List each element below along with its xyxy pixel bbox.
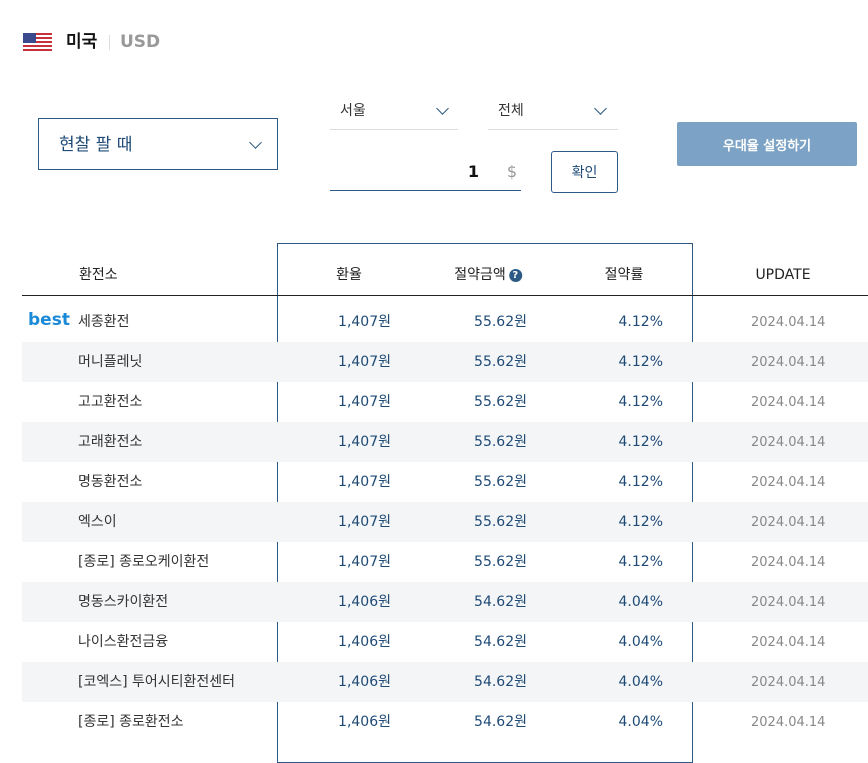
exchange-rate: 1,407원	[338, 514, 391, 530]
exchange-rate: 1,407원	[338, 354, 391, 370]
update-date: 2024.04.14	[751, 555, 826, 570]
exchange-name: 엑스이	[78, 514, 117, 530]
table-row[interactable]: [코엑스] 투어시티환전센터 1,406원 54.62원 4.04% 2024.…	[22, 662, 868, 702]
saving-amount: 54.62원	[474, 714, 527, 730]
saving-amount: 55.62원	[474, 434, 527, 450]
update-date: 2024.04.14	[751, 515, 826, 530]
filter-select[interactable]: 전체	[488, 98, 618, 130]
country-name: 미국	[66, 32, 98, 52]
saving-rate: 4.04%	[618, 594, 663, 610]
saving-amount: 54.62원	[474, 594, 527, 610]
help-icon[interactable]: ?	[508, 269, 522, 282]
exchange-rate: 1,407원	[338, 394, 391, 410]
saving-rate: 4.12%	[618, 474, 663, 490]
region-value: 서울	[340, 103, 366, 119]
table-row[interactable]: 머니플레닛 1,407원 55.62원 4.12% 2024.04.14	[22, 342, 868, 382]
table-row[interactable]: 명동스카이환전 1,406원 54.62원 4.04% 2024.04.14	[22, 582, 868, 622]
exchange-rate: 1,406원	[338, 674, 391, 690]
exchange-name: 명동스카이환전	[78, 594, 169, 610]
exchange-rate: 1,406원	[338, 714, 391, 730]
exchange-name: 명동환전소	[78, 474, 143, 490]
update-date: 2024.04.14	[751, 715, 826, 730]
amount-input[interactable]: 1 $	[330, 155, 521, 191]
saving-amount: 55.62원	[474, 354, 527, 370]
update-date: 2024.04.14	[751, 395, 826, 410]
amount-value: 1	[467, 162, 479, 181]
table-row[interactable]: 고래환전소 1,407원 55.62원 4.12% 2024.04.14	[22, 422, 868, 462]
exchange-rate: 1,407원	[338, 314, 391, 330]
exchange-name: [종로] 종로환전소	[78, 714, 184, 730]
update-date: 2024.04.14	[751, 675, 826, 690]
update-date: 2024.04.14	[751, 435, 826, 450]
column-header-rate: 환율	[336, 267, 362, 283]
preference-settings-button[interactable]: 우대율 설정하기	[677, 122, 857, 166]
filter-value: 전체	[498, 103, 524, 119]
saving-rate: 4.04%	[618, 714, 663, 730]
saving-rate: 4.12%	[618, 354, 663, 370]
column-header-saving-rate: 절약률	[604, 267, 644, 283]
exchange-name: 머니플레닛	[78, 354, 143, 370]
table-row[interactable]: 엑스이 1,407원 55.62원 4.12% 2024.04.14	[22, 502, 868, 542]
column-header-saving: 절약금액?	[454, 266, 522, 284]
table-row[interactable]: 고고환전소 1,407원 55.62원 4.12% 2024.04.14	[22, 382, 868, 422]
exchange-rate: 1,406원	[338, 634, 391, 650]
transaction-type-select[interactable]: 현찰 팔 때	[38, 118, 278, 170]
transaction-type-value: 현찰 팔 때	[59, 135, 133, 155]
saving-rate: 4.12%	[618, 434, 663, 450]
exchange-name: 고고환전소	[78, 394, 143, 410]
saving-rate: 4.12%	[618, 314, 663, 330]
update-date: 2024.04.14	[751, 595, 826, 610]
saving-rate: 4.04%	[618, 634, 663, 650]
table-row[interactable]: [종로] 종로환전소 1,406원 54.62원 4.04% 2024.04.1…	[22, 702, 868, 742]
column-header-name: 환전소	[79, 267, 118, 283]
update-date: 2024.04.14	[751, 355, 826, 370]
exchange-name: 나이스환전금융	[78, 634, 169, 650]
table-row[interactable]: 명동환전소 1,407원 55.62원 4.12% 2024.04.14	[22, 462, 868, 502]
column-header-saving-label: 절약금액	[454, 267, 506, 283]
table-header: 환전소 환율 절약금액? 절약률 UPDATE	[22, 256, 868, 296]
chevron-down-icon	[436, 102, 449, 115]
confirm-button[interactable]: 확인	[551, 151, 618, 193]
exchange-name: [코엑스] 투어시티환전센터	[78, 674, 236, 690]
saving-amount: 54.62원	[474, 674, 527, 690]
update-date: 2024.04.14	[751, 315, 826, 330]
currency-code: USD	[120, 32, 161, 52]
chevron-down-icon	[594, 102, 607, 115]
exchange-name: [종로] 종로오케이환전	[78, 554, 210, 570]
saving-amount: 55.62원	[474, 514, 527, 530]
us-flag-icon	[23, 33, 52, 51]
exchange-name: 세종환전	[78, 314, 130, 330]
table-row[interactable]: 나이스환전금융 1,406원 54.62원 4.04% 2024.04.14	[22, 622, 868, 662]
update-date: 2024.04.14	[751, 635, 826, 650]
saving-amount: 55.62원	[474, 394, 527, 410]
saving-rate: 4.12%	[618, 514, 663, 530]
saving-rate: 4.12%	[618, 394, 663, 410]
amount-unit: $	[506, 162, 517, 181]
exchange-list: best 세종환전 1,407원 55.62원 4.12% 2024.04.14…	[22, 302, 868, 742]
saving-rate: 4.12%	[618, 554, 663, 570]
exchange-name: 고래환전소	[78, 434, 143, 450]
saving-amount: 55.62원	[474, 314, 527, 330]
saving-rate: 4.04%	[618, 674, 663, 690]
update-date: 2024.04.14	[751, 475, 826, 490]
exchange-rate: 1,407원	[338, 434, 391, 450]
best-badge: best	[28, 310, 70, 330]
saving-amount: 55.62원	[474, 474, 527, 490]
exchange-rate: 1,407원	[338, 474, 391, 490]
header-divider	[109, 35, 110, 50]
chevron-down-icon	[249, 136, 262, 149]
table-row[interactable]: best 세종환전 1,407원 55.62원 4.12% 2024.04.14	[22, 302, 868, 342]
saving-amount: 55.62원	[474, 554, 527, 570]
column-header-update: UPDATE	[755, 267, 811, 283]
exchange-rate: 1,406원	[338, 594, 391, 610]
exchange-rate: 1,407원	[338, 554, 391, 570]
saving-amount: 54.62원	[474, 634, 527, 650]
table-row[interactable]: [종로] 종로오케이환전 1,407원 55.62원 4.12% 2024.04…	[22, 542, 868, 582]
region-select[interactable]: 서울	[330, 98, 458, 130]
